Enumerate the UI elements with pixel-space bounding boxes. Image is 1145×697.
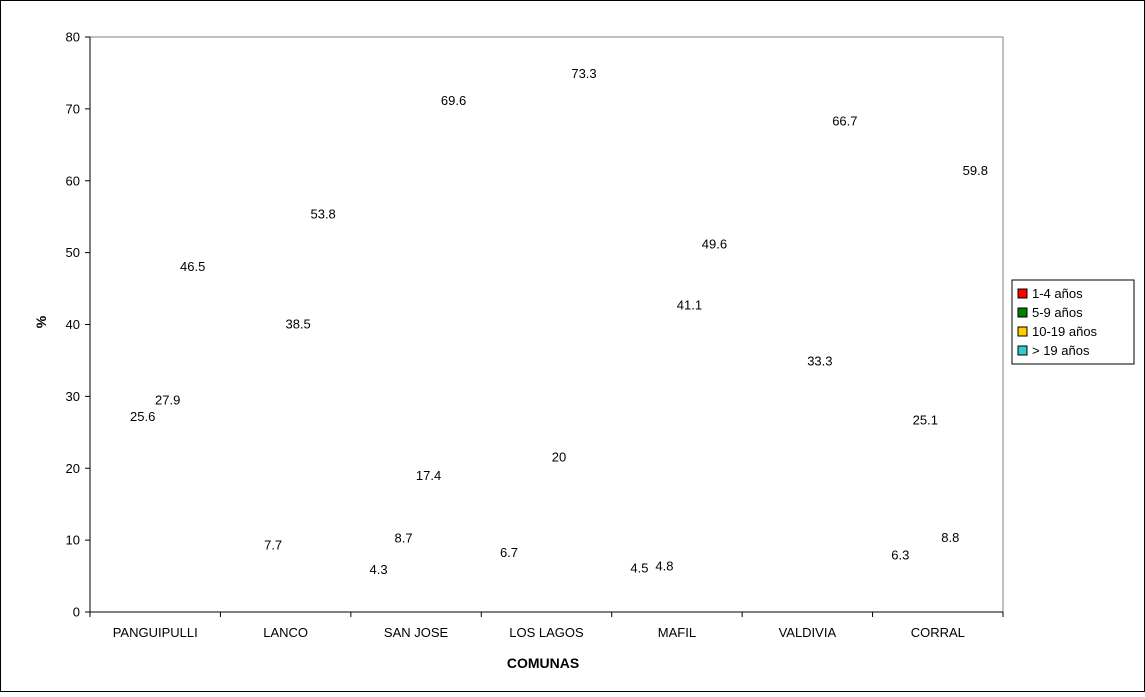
legend: 1-4 años 5-9 años 10-19 años > 19 años	[1011, 279, 1135, 365]
y-tick-label: 0	[73, 605, 80, 620]
legend-label: 5-9 años	[1032, 305, 1083, 320]
x-tick-label: SAN JOSE	[384, 625, 449, 640]
y-tick-label: 70	[66, 101, 80, 116]
data-label: 8.7	[395, 530, 413, 545]
data-label: 53.8	[310, 206, 335, 221]
legend-label: 10-19 años	[1032, 324, 1098, 339]
data-label: 69.6	[441, 93, 466, 108]
legend-label: > 19 años	[1032, 343, 1090, 358]
legend-box	[1011, 279, 1135, 365]
y-tick-label: 10	[66, 533, 80, 548]
y-tick-label: 80	[66, 30, 80, 45]
data-label: 46.5	[180, 259, 205, 274]
data-label: 25.6	[130, 409, 155, 424]
legend-swatch	[1017, 326, 1028, 337]
y-tick-label: 40	[66, 317, 80, 332]
data-label: 59.8	[963, 163, 988, 178]
data-label: 20	[552, 449, 566, 464]
y-tick-label: 60	[66, 173, 80, 188]
y-axis-title: %	[33, 315, 49, 328]
data-label: 4.3	[370, 562, 388, 577]
data-label: 49.6	[702, 237, 727, 252]
data-label: 6.7	[500, 545, 518, 560]
data-label: 7.7	[264, 538, 282, 553]
legend-swatch	[1017, 288, 1028, 299]
y-tick-label: 30	[66, 389, 80, 404]
legend-swatch	[1017, 307, 1028, 318]
y-tick-label: 50	[66, 245, 80, 260]
data-label: 17.4	[416, 468, 441, 483]
y-tick-label: 20	[66, 461, 80, 476]
data-label: 41.1	[677, 298, 702, 313]
x-tick-label: LANCO	[263, 625, 308, 640]
data-label: 73.3	[571, 66, 596, 81]
data-label: 4.5	[630, 561, 648, 576]
data-label: 33.3	[807, 354, 832, 369]
x-tick-label: CORRAL	[911, 625, 965, 640]
legend-label: 1-4 años	[1032, 286, 1083, 301]
x-tick-label: MAFIL	[658, 625, 696, 640]
data-label: 4.8	[655, 559, 673, 574]
data-label: 8.8	[941, 530, 959, 545]
data-label: 38.5	[285, 316, 310, 331]
data-label: 27.9	[155, 392, 180, 407]
data-labels-layer: 25.627.9 46.5 7.7 38.5 53.8 4.3 8.7 17.4 69.6 6.7…	[130, 66, 988, 577]
x-axis-title: COMUNAS	[507, 655, 579, 671]
x-tick-label: LOS LAGOS	[509, 625, 584, 640]
data-label: 6.3	[891, 548, 909, 563]
x-tick-label: PANGUIPULLI	[113, 625, 198, 640]
legend-swatch	[1017, 345, 1028, 356]
x-tick-label: VALDIVIA	[779, 625, 837, 640]
data-label: 25.1	[913, 413, 938, 428]
plot-area	[89, 36, 1004, 613]
data-label: 66.7	[832, 114, 857, 129]
axes-layer: 0 10 20 30 40 50 60 70 80 PANGUIPULLI LANCO SAN JOS…	[66, 30, 1004, 640]
